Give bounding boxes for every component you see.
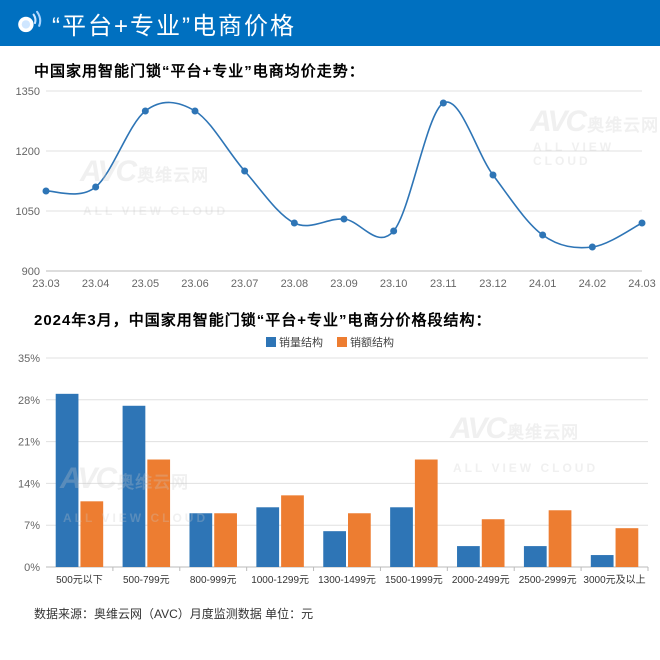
svg-text:2000-2499元: 2000-2499元 [452, 575, 510, 586]
svg-text:23.06: 23.06 [181, 278, 209, 290]
svg-text:3000元及以上: 3000元及以上 [583, 574, 645, 586]
svg-text:23.11: 23.11 [430, 278, 457, 290]
svg-text:23.03: 23.03 [32, 278, 60, 290]
bar-chart: 0% 7% 14% 21% 28% 35% 500元以下 500-799元 800-999元 10… [0, 352, 660, 597]
svg-text:2500-2999元: 2500-2999元 [519, 575, 577, 586]
svg-text:1350: 1350 [16, 86, 40, 98]
line-chart-wrap: 900 1050 1200 1350 23.03 23.04 23.05 23.06 23.07… [0, 85, 660, 295]
svg-text:14%: 14% [18, 478, 40, 490]
svg-text:23.04: 23.04 [82, 278, 110, 290]
line-chart: 900 1050 1200 1350 23.03 23.04 23.05 23.06 23.07… [0, 85, 660, 295]
speaker-icon [14, 9, 42, 37]
svg-text:1300-1499元: 1300-1499元 [318, 575, 376, 586]
svg-text:24.03: 24.03 [628, 278, 656, 290]
svg-text:28%: 28% [18, 395, 40, 407]
bar-chart-title: 2024年3月，中国家用智能门锁“平台+专业”电商分价格段结构： [34, 309, 660, 330]
header-title: “平台+专业”电商价格 [52, 6, 296, 41]
svg-text:500元以下: 500元以下 [56, 575, 103, 586]
svg-text:0%: 0% [24, 562, 40, 574]
svg-text:1000-1299元: 1000-1299元 [251, 575, 309, 586]
legend-item-sales-vol: 销量结构 [266, 334, 323, 350]
svg-text:23.12: 23.12 [479, 278, 507, 290]
svg-text:1200: 1200 [16, 146, 40, 158]
legend-item-sales-val: 销额结构 [337, 334, 394, 350]
svg-text:24.01: 24.01 [529, 278, 557, 290]
svg-text:21%: 21% [18, 437, 40, 449]
svg-text:23.05: 23.05 [132, 278, 160, 290]
svg-text:1500-1999元: 1500-1999元 [385, 575, 443, 586]
line-chart-title: 中国家用智能门锁“平台+专业”电商均价走势： [34, 60, 660, 81]
svg-text:900: 900 [22, 266, 40, 278]
bar-chart-wrap: 0% 7% 14% 21% 28% 35% 500元以下 500-799元 800-999元 10… [0, 352, 660, 597]
svg-text:800-999元: 800-999元 [190, 575, 237, 586]
svg-text:7%: 7% [24, 520, 40, 532]
svg-text:500-799元: 500-799元 [123, 575, 170, 586]
svg-text:24.02: 24.02 [579, 278, 607, 290]
svg-text:23.10: 23.10 [380, 278, 408, 290]
bar-chart-legend: 销量结构 销额结构 [0, 334, 660, 350]
footer-source: 数据来源：奥维云网（AVC）月度监测数据 单位：元 [34, 605, 660, 622]
svg-text:35%: 35% [18, 353, 40, 365]
header-bar: “平台+专业”电商价格 [0, 0, 660, 46]
svg-text:23.09: 23.09 [330, 278, 358, 290]
svg-text:1050: 1050 [16, 206, 40, 218]
svg-text:23.07: 23.07 [231, 278, 259, 290]
svg-text:23.08: 23.08 [281, 278, 309, 290]
